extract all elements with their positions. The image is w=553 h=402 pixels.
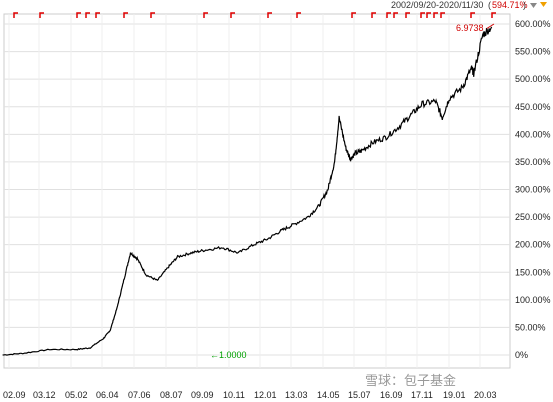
event-marker <box>230 12 235 18</box>
x-tick-label: 13.03 <box>285 390 308 400</box>
plot-frame <box>3 13 511 369</box>
date-range-label: 2002/09/20-2020/11/30 <box>391 0 483 10</box>
x-tick-label: 02.09 <box>3 390 26 400</box>
y-tick-label: 450.00% <box>515 102 551 112</box>
event-marker <box>150 12 155 18</box>
event-marker <box>405 12 410 18</box>
watermark: 雪球：包子基金 <box>365 373 456 388</box>
y-tick-label: 400.00% <box>515 129 551 139</box>
start-value-label: ←1.0000 <box>210 350 247 360</box>
x-tick-label: 06.04 <box>96 390 119 400</box>
y-tick-label: 550.00% <box>515 47 551 57</box>
event-marker <box>491 12 496 18</box>
series-line <box>2 26 493 356</box>
x-axis: 02.09 03.12 05.02 06.04 07.06 08.07 09.09 10.11… <box>3 390 497 400</box>
y-tick-label: 250.00% <box>515 212 551 222</box>
event-marker <box>393 12 398 18</box>
x-tick-label: 03.12 <box>33 390 56 400</box>
event-marker <box>386 12 391 18</box>
event-marker <box>351 12 356 18</box>
event-marker <box>433 12 438 18</box>
event-marker <box>267 12 272 18</box>
menu-arrow-icon[interactable] <box>540 2 547 7</box>
event-marker <box>85 12 90 18</box>
event-marker <box>371 12 376 18</box>
y-tick-label: 500.00% <box>515 74 551 84</box>
grid <box>3 13 511 369</box>
paren-close: ) <box>523 0 526 10</box>
event-marker <box>426 12 431 18</box>
event-marker <box>123 12 128 18</box>
x-tick-label: 07.06 <box>128 390 151 400</box>
event-marker <box>95 12 100 18</box>
event-marker <box>470 12 475 18</box>
x-tick-label: 10.11 <box>223 390 245 400</box>
x-tick-label: 15.07 <box>348 390 371 400</box>
y-tick-label: 600.00% <box>515 19 551 29</box>
total-return-label: 594.71% <box>492 0 528 10</box>
y-tick-label: 100.00% <box>515 295 551 305</box>
end-pointer <box>485 23 495 30</box>
event-marker <box>76 12 81 18</box>
event-marker <box>440 12 445 18</box>
y-tick-label: 350.00% <box>515 157 551 167</box>
x-tick-label: 14.05 <box>317 390 340 400</box>
event-marker <box>420 12 425 18</box>
dropdown-arrow-icon[interactable] <box>530 3 537 8</box>
x-tick-label: 19.01 <box>443 390 466 400</box>
y-tick-label: 50.00% <box>515 322 546 332</box>
x-tick-label: 09.09 <box>191 390 214 400</box>
y-axis: 0% 50.00% 100.00% 150.00% 200.00% 250.00% 300.… <box>515 19 551 360</box>
x-tick-label: 05.02 <box>65 390 88 400</box>
x-tick-label: 08.07 <box>160 390 183 400</box>
end-value-label: 6.9738 <box>456 23 484 33</box>
x-tick-label: 12.01 <box>254 390 277 400</box>
y-tick-label: 300.00% <box>515 185 551 195</box>
event-markers <box>13 12 496 18</box>
paren-open: ( <box>488 0 491 10</box>
y-tick-label: 0% <box>515 350 528 360</box>
event-marker <box>13 12 18 18</box>
event-marker <box>296 12 301 18</box>
x-tick-label: 20.03 <box>474 390 497 400</box>
event-marker <box>39 12 44 18</box>
y-tick-label: 150.00% <box>515 267 551 277</box>
x-tick-label: 16.09 <box>380 390 403 400</box>
x-tick-label: 17.11 <box>411 390 433 400</box>
y-tick-label: 200.00% <box>515 240 551 250</box>
event-marker <box>203 12 208 18</box>
